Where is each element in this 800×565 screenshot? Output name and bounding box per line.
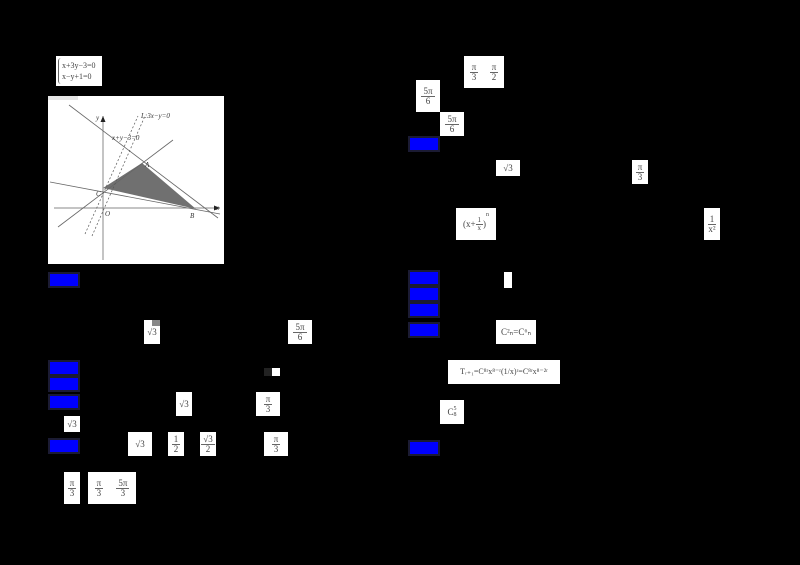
formula-small-white-box — [504, 272, 512, 288]
formula-sqrt3-d: √3 — [128, 432, 152, 456]
answer-label-11 — [408, 440, 440, 456]
answer-label-9 — [408, 302, 440, 318]
formula-sqrt3-c: √3 — [64, 416, 80, 432]
answer-label-8 — [408, 286, 440, 302]
label-origin: O — [105, 210, 110, 218]
answer-label-3 — [48, 376, 80, 392]
formula-sqrt3-right: √3 — [496, 160, 520, 176]
label-y-axis: y — [95, 114, 100, 122]
formula-5pi-over-6-left: 5π 6 — [288, 320, 312, 344]
graph-svg: L:3x−y=0 x+y−3=0 y x O A B C — [49, 104, 221, 260]
label-line-shift: x+y−3=0 — [111, 134, 140, 142]
answer-label-4 — [48, 394, 80, 410]
label-x-axis: x — [215, 204, 220, 212]
linear-programming-graph: L:3x−y=0 x+y−3=0 y x O A B C — [48, 96, 224, 264]
formula-general-term: Tᵣ₊₁=C⁸ʳx⁸⁻ʳ(1/x)ʳ=C⁸ʳx⁸⁻²ʳ — [448, 360, 560, 384]
formula-sqrt3-over-2: √3 2 — [200, 432, 216, 456]
label-point-C: C — [96, 190, 101, 198]
formula-shade — [152, 320, 160, 326]
answer-label-10 — [408, 322, 440, 338]
answer-label-2 — [48, 360, 80, 376]
label-line-L: L:3x−y=0 — [140, 112, 170, 120]
formula-combination-equation: C²ₙ=C⁶ₙ — [496, 320, 536, 344]
label-point-A: A — [144, 161, 150, 169]
answer-label-6 — [408, 136, 440, 152]
label-point-B: B — [190, 212, 195, 220]
formula-1-over-x-squared: 1 x² — [704, 208, 720, 240]
answer-label-7 — [408, 270, 440, 286]
answer-label-1 — [48, 272, 80, 288]
equation-line-1: x+3y−3=0 — [62, 60, 96, 70]
equation-system: x+3y−3=0 x−y+1=0 — [56, 56, 102, 86]
formula-5pi-over-6-b: 5π 6 — [440, 112, 464, 136]
formula-small-box-dark — [264, 368, 272, 376]
formula-small-box — [264, 368, 280, 376]
equation-line-2: x−y+1=0 — [62, 71, 92, 81]
formula-sqrt3-a: √3 — [144, 320, 160, 344]
answer-label-5 — [48, 438, 80, 454]
formula-5pi-over-6-a: 5π 6 — [416, 80, 440, 112]
graph-caption-strip — [48, 96, 78, 100]
formula-sqrt3-b: √3 — [176, 392, 192, 416]
